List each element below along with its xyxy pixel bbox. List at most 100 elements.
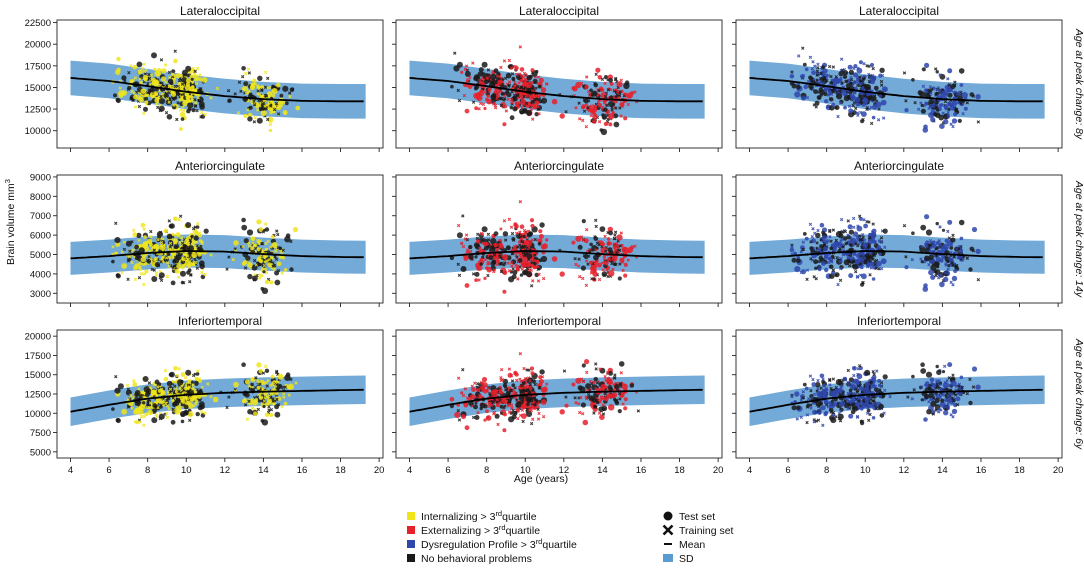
data-point (533, 406, 537, 410)
data-point (849, 243, 853, 247)
data-point (251, 387, 255, 392)
data-point (256, 108, 260, 112)
data-point (533, 265, 537, 270)
data-point (526, 75, 532, 81)
data-point (852, 373, 856, 378)
data-point (866, 404, 870, 409)
data-point (579, 395, 583, 400)
data-point (829, 410, 833, 414)
data-point (605, 103, 609, 108)
data-point (158, 275, 163, 280)
data-point (949, 413, 953, 417)
data-point (187, 101, 194, 109)
data-point (934, 112, 941, 118)
data-point (243, 113, 248, 118)
data-point (148, 401, 153, 405)
data-point (551, 256, 558, 262)
data-point (243, 238, 249, 244)
data-point (253, 411, 258, 416)
data-point (151, 276, 158, 282)
data-point (613, 376, 617, 380)
data-point (516, 85, 520, 89)
data-point (115, 418, 121, 424)
data-point (538, 77, 544, 83)
data-point (819, 238, 823, 242)
data-point (243, 81, 249, 87)
data-point (143, 386, 150, 393)
data-point (582, 109, 587, 113)
data-point (849, 75, 853, 80)
data-point (621, 246, 628, 253)
data-point (541, 414, 546, 419)
data-point (856, 384, 861, 388)
data-point (131, 395, 135, 400)
data-point (928, 112, 934, 119)
data-point (269, 100, 273, 104)
data-point (578, 410, 582, 415)
data-point (283, 385, 287, 389)
data-point (519, 413, 523, 418)
data-point (164, 111, 169, 115)
data-point (609, 381, 614, 385)
plot-area (409, 352, 705, 433)
data-point (876, 246, 880, 251)
data-point (854, 260, 859, 265)
data-point (801, 46, 805, 50)
data-point (291, 87, 295, 91)
y-tick-label: 17500 (25, 61, 51, 72)
data-point (809, 406, 813, 410)
data-point (518, 258, 523, 263)
data-point (947, 376, 952, 380)
data-point (495, 259, 500, 263)
data-point (116, 56, 121, 62)
data-point (273, 380, 278, 385)
data-point (618, 244, 622, 248)
data-point (931, 243, 937, 249)
data-point (258, 395, 264, 400)
data-point (559, 271, 565, 277)
data-point (158, 272, 165, 279)
data-point (815, 382, 821, 388)
data-point (179, 127, 183, 131)
data-point (936, 108, 940, 112)
data-point (478, 78, 482, 83)
data-point (468, 75, 472, 80)
data-point (122, 240, 127, 244)
data-point (865, 84, 871, 91)
data-point (937, 379, 942, 383)
data-point (818, 406, 823, 411)
data-point (490, 260, 496, 267)
data-point (921, 84, 926, 89)
data-point (794, 266, 801, 273)
data-point (461, 244, 466, 249)
data-point (942, 364, 947, 368)
data-point (919, 257, 923, 261)
data-point (493, 231, 499, 237)
data-point (591, 90, 598, 97)
data-point (510, 264, 514, 268)
data-point (159, 260, 163, 264)
legend-dysregulation-text: Dysregulation Profile > 3rdquartile (421, 537, 577, 551)
data-point (602, 116, 606, 120)
data-point (623, 273, 628, 278)
data-point (804, 386, 809, 391)
data-point (499, 269, 504, 274)
data-point (818, 248, 822, 253)
data-point (147, 405, 151, 410)
data-point (143, 96, 149, 102)
data-point (802, 382, 807, 387)
data-point (975, 248, 981, 255)
legend-marker-training: Training set (662, 524, 734, 537)
data-point (159, 94, 163, 99)
data-point (173, 366, 178, 371)
data-point (150, 100, 154, 104)
mean-line (749, 77, 1043, 103)
data-point (809, 76, 814, 81)
data-point (821, 65, 825, 70)
data-point (860, 263, 865, 267)
data-point (492, 253, 497, 257)
data-point (536, 279, 541, 283)
data-point (815, 69, 820, 73)
data-point (817, 392, 821, 396)
data-point (862, 61, 866, 66)
